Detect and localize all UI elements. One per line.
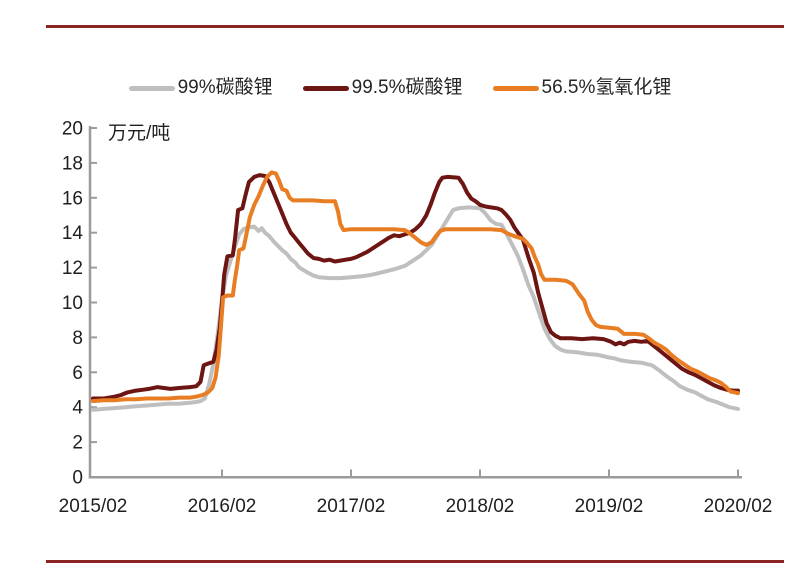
y-tick-label: 18: [62, 153, 83, 174]
y-axis-unit-label: 万元/吨: [108, 123, 171, 144]
chart-legend: 99%碳酸锂 99.5%碳酸锂 56.5%氢氧化锂: [0, 76, 800, 100]
legend-item: 56.5%氢氧化锂: [492, 76, 672, 100]
top-divider-rule: [46, 25, 784, 28]
x-tick-label: 2020/02: [704, 496, 773, 517]
legend-swatch-icon: [302, 85, 349, 91]
legend-swatch-icon: [492, 85, 539, 91]
legend-swatch-icon: [128, 85, 175, 91]
x-tick-label: 2018/02: [446, 496, 515, 517]
y-tick-label: 12: [62, 258, 83, 279]
series-line: [91, 173, 740, 401]
y-tick-label: 2: [72, 433, 83, 454]
x-tick-label: 2015/02: [59, 496, 128, 517]
y-tick-label: 16: [62, 188, 83, 209]
y-tick-label: 4: [72, 398, 83, 419]
series-line: [91, 170, 740, 404]
x-tick-label: 2017/02: [317, 496, 386, 517]
x-tick-label: 2019/02: [575, 496, 644, 517]
y-tick-label: 8: [72, 328, 83, 349]
x-tick-label: 2016/02: [188, 496, 257, 517]
y-tick-label: 20: [62, 119, 83, 140]
y-tick-label: 0: [72, 468, 83, 489]
bottom-divider-rule: [46, 560, 784, 563]
legend-label: 99%碳酸锂: [177, 77, 273, 98]
legend-item: 99.5%碳酸锂: [302, 76, 463, 100]
y-tick-label: 10: [62, 293, 83, 314]
y-tick-label: 14: [62, 223, 84, 244]
legend-item: 99%碳酸锂: [128, 76, 273, 100]
y-tick-label: 6: [72, 363, 83, 384]
legend-label: 99.5%碳酸锂: [351, 77, 463, 98]
legend-label: 56.5%氢氧化锂: [541, 77, 672, 98]
